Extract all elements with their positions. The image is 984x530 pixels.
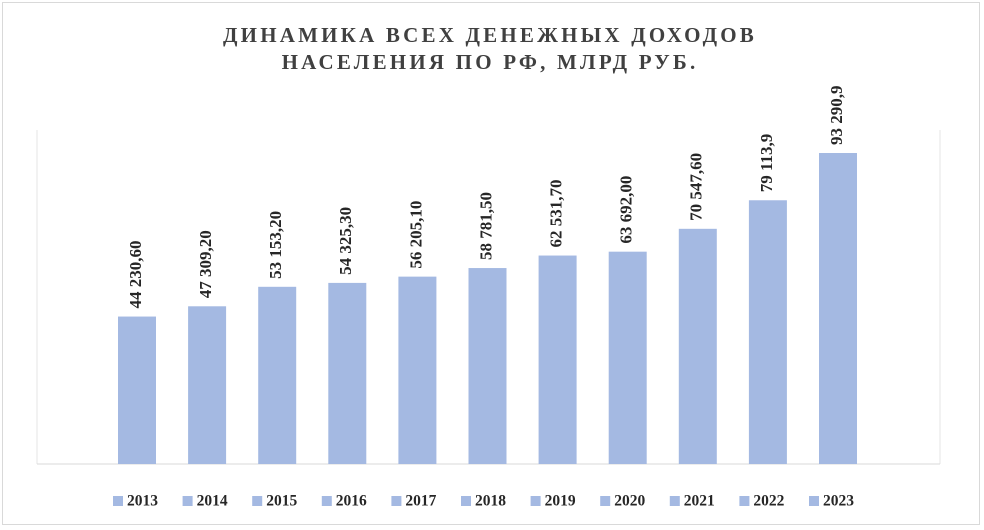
legend-swatch [809, 496, 819, 506]
legend-label: 2022 [753, 493, 784, 510]
legend-swatch [530, 496, 541, 506]
bar [258, 286, 297, 464]
legend-label: 2016 [336, 493, 367, 510]
legend-label: 2013 [127, 493, 158, 510]
legend-label: 2018 [475, 493, 506, 510]
legend-swatch [600, 496, 611, 506]
legend-swatch [391, 496, 402, 506]
value-label: 53 153,20 [266, 211, 285, 279]
legend-label: 2017 [405, 493, 436, 510]
bar [398, 276, 437, 464]
legend-swatch [669, 496, 680, 506]
chart-title: НАСЕЛЕНИЯ ПО РФ, МЛРД РУБ. [282, 50, 699, 74]
bar [538, 255, 577, 464]
legend-label: 2021 [684, 493, 715, 510]
legend-label: 2014 [197, 493, 228, 510]
bar [468, 268, 507, 464]
legend-swatch [739, 496, 750, 506]
legend-label: 2023 [823, 493, 854, 510]
legend-swatch [182, 496, 193, 506]
bar [608, 251, 647, 464]
value-label: 79 113,9 [757, 134, 776, 193]
legend-label: 2019 [545, 493, 576, 510]
value-label: 63 692,00 [617, 176, 636, 244]
bar [118, 316, 156, 464]
legend-swatch [461, 496, 471, 506]
bar [188, 306, 227, 464]
legend-label: 2020 [614, 493, 645, 510]
legend-swatch [252, 496, 263, 506]
chart-title: ДИНАМИКА ВСЕХ ДЕНЕЖНЫХ ДОХОДОВ [223, 23, 757, 47]
value-label: 58 781,50 [476, 192, 495, 260]
legend-swatch [113, 496, 123, 506]
bar [328, 282, 367, 464]
bar [819, 153, 857, 464]
bar [748, 200, 787, 464]
value-label: 47 309,20 [196, 230, 215, 298]
bar [678, 228, 717, 464]
legend-swatch [321, 496, 332, 506]
value-label: 62 531,70 [547, 180, 566, 248]
value-label: 56 205,10 [406, 201, 425, 269]
value-label: 44 230,60 [126, 241, 145, 309]
value-label: 54 325,30 [336, 207, 355, 275]
value-label: 93 290,9 [827, 86, 846, 146]
legend-label: 2015 [266, 493, 297, 510]
value-label: 70 547,60 [687, 153, 706, 221]
